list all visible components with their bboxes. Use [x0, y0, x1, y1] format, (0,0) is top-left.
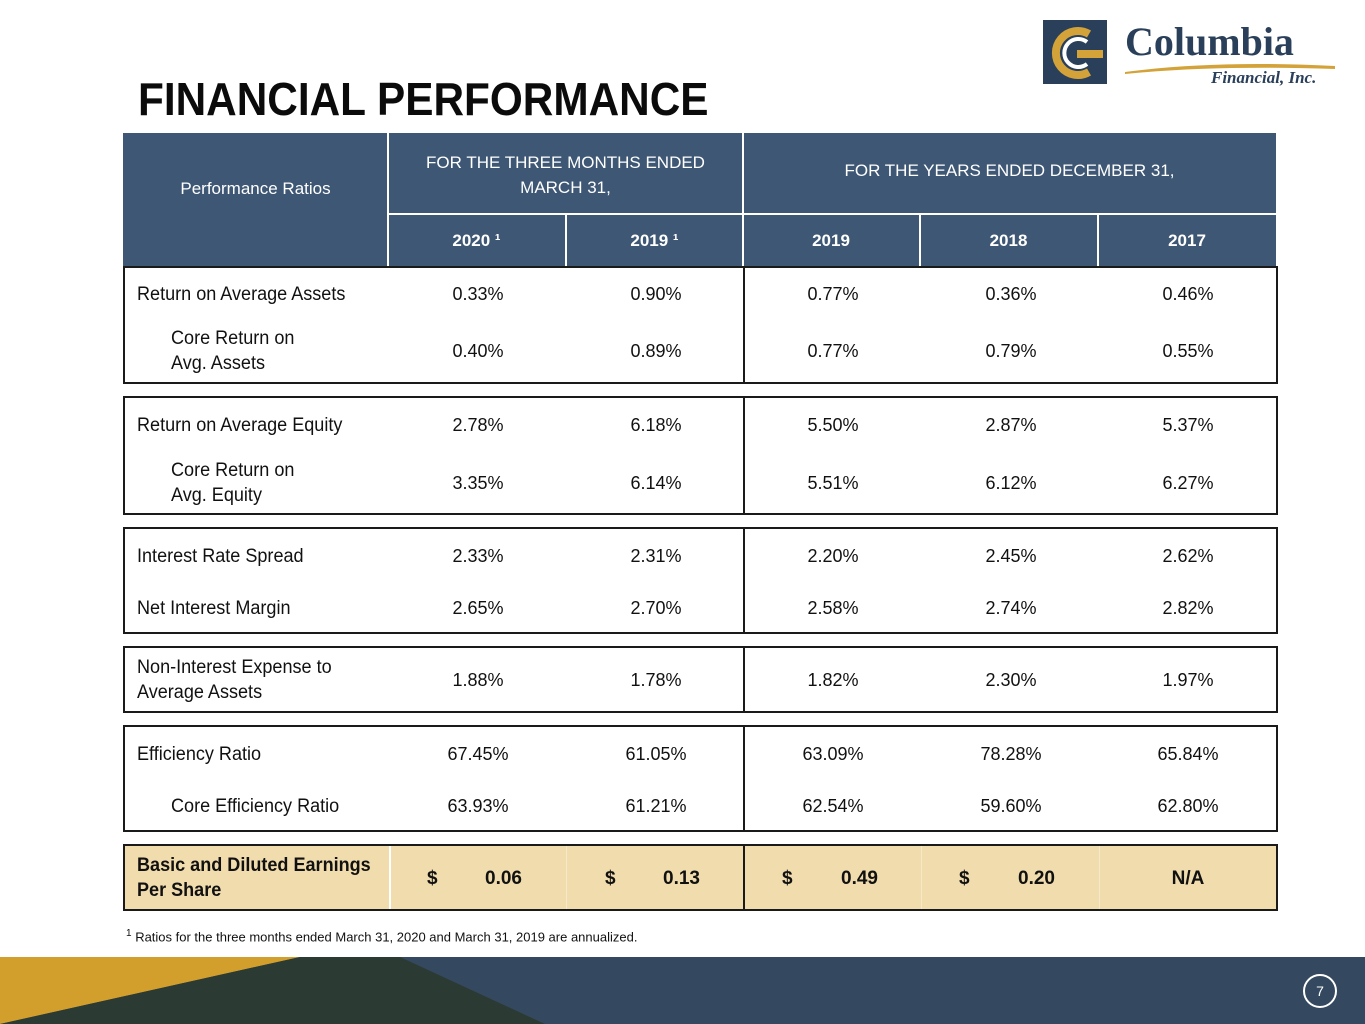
header-performance-ratios: Performance Ratios: [180, 179, 331, 198]
page-title: FINANCIAL PERFORMANCE: [138, 73, 709, 125]
group-eps: Basic and Diluted Earnings Per Share $ 0…: [123, 844, 1278, 911]
table-row: Return on Average Equity 2.78% 6.18% 5.5…: [137, 415, 1214, 436]
group-return-on-assets: Return on Average Assets 0.33% 0.90% 0.7…: [123, 266, 1278, 384]
col-2019-q1: 2019 ¹: [630, 230, 679, 250]
table-row: Net Interest Margin 2.65% 2.70% 2.58% 2.…: [137, 598, 1214, 619]
col-2020-q1: 2020 ¹: [452, 230, 501, 250]
group-noninterest-expense: Non-Interest Expense to Average Assets 1…: [123, 646, 1278, 713]
footnote: 1 Ratios for the three months ended Marc…: [126, 928, 638, 945]
table-row: Core Efficiency Ratio 63.93% 61.21% 62.5…: [171, 796, 1219, 817]
table-header: Performance Ratios FOR THE THREE MONTHS …: [123, 133, 1276, 266]
table-row: Core Return on Avg. Assets 0.40% 0.89% 0…: [171, 328, 1214, 374]
col-2017: 2017: [1168, 230, 1206, 250]
table-row: Interest Rate Spread 2.33% 2.31% 2.20% 2…: [137, 546, 1214, 567]
table-row: Non-Interest Expense to Average Assets 1…: [137, 657, 1214, 703]
footer-band: [0, 957, 1365, 1024]
table-row: Efficiency Ratio 67.45% 61.05% 63.09% 78…: [137, 744, 1219, 765]
table-row: Basic and Diluted Earnings Per Share $ 0…: [137, 855, 1205, 901]
company-logo: Columbia Financial, Inc.: [1043, 19, 1343, 87]
col-2018: 2018: [989, 230, 1028, 250]
table-row: Core Return on Avg. Equity 3.35% 6.14% 5…: [171, 460, 1214, 506]
header-three-months: FOR THE THREE MONTHS ENDED MARCH 31,: [426, 153, 705, 197]
table-row: Return on Average Assets 0.33% 0.90% 0.7…: [137, 284, 1214, 305]
logo-swoosh-icon: [1125, 64, 1335, 74]
page-number: 7: [1303, 974, 1337, 1008]
columbia-c-icon: [1043, 20, 1107, 84]
col-2019: 2019: [812, 230, 850, 250]
logo-subtitle: Financial, Inc.: [1211, 68, 1317, 87]
logo-wordmark: Columbia: [1125, 19, 1294, 64]
group-interest: Interest Rate Spread 2.33% 2.31% 2.20% 2…: [123, 527, 1278, 634]
group-return-on-equity: Return on Average Equity 2.78% 6.18% 5.5…: [123, 396, 1278, 515]
header-years-ended: FOR THE YEARS ENDED DECEMBER 31,: [844, 161, 1175, 180]
group-efficiency: Efficiency Ratio 67.45% 61.05% 63.09% 78…: [123, 725, 1278, 832]
